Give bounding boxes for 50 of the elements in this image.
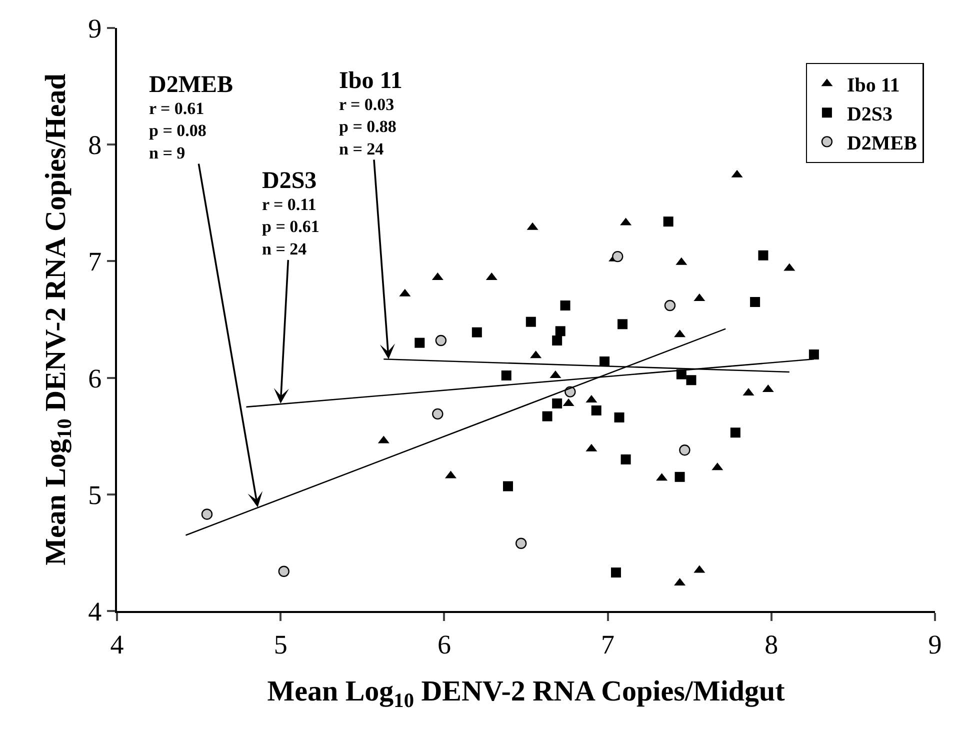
- point: [432, 408, 444, 420]
- annotation: D2MEB r = 0.61 p = 0.08 n = 9: [149, 72, 233, 162]
- y-tick-label: 5: [88, 480, 102, 510]
- annotation: Ibo 11 r = 0.03 p = 0.88 n = 24: [339, 68, 402, 158]
- x-axis-title: Mean Log$_{10}$ DENV-2 RNA Copies/Midgut: [267, 676, 786, 712]
- point: [515, 538, 527, 549]
- x-tick-label: 5: [274, 629, 288, 660]
- point: [542, 411, 552, 422]
- y-tick-label: 9: [88, 13, 102, 44]
- y-tick-label: 6: [88, 363, 102, 394]
- point: [591, 405, 602, 416]
- legend-label: Ibo 11: [846, 74, 900, 96]
- point: [750, 297, 760, 308]
- point: [472, 327, 482, 338]
- point: [614, 412, 624, 422]
- point: [501, 370, 512, 380]
- point: [758, 250, 768, 260]
- point: [686, 375, 696, 386]
- point: [555, 326, 566, 336]
- point: [435, 334, 447, 346]
- point: [503, 481, 513, 492]
- point: [618, 319, 628, 330]
- y-tick-label: 7: [88, 246, 102, 277]
- point: [560, 300, 570, 311]
- point: [674, 472, 685, 482]
- point: [808, 349, 819, 360]
- point: [414, 338, 425, 348]
- point: [620, 454, 631, 464]
- x-tick-label: 9: [928, 629, 942, 660]
- point: [201, 508, 213, 520]
- annotation: D2S3 r = 0.11 p = 0.61 n = 24: [262, 168, 320, 258]
- point: [526, 316, 536, 327]
- point: [552, 398, 562, 408]
- y-tick-label: 8: [88, 130, 102, 160]
- x-tick-label: 4: [110, 629, 124, 660]
- point: [730, 428, 740, 438]
- point: [663, 216, 674, 227]
- x-tick-label: 7: [601, 629, 615, 660]
- point: [679, 444, 690, 456]
- y-tick-label: 4: [88, 596, 102, 626]
- point: [610, 568, 621, 578]
- point: [664, 300, 676, 312]
- legend-label: D2S3: [846, 103, 893, 126]
- legend-label: D2MEB: [846, 132, 917, 154]
- point: [278, 566, 290, 577]
- point: [600, 356, 610, 366]
- x-tick-label: 8: [764, 629, 778, 660]
- point: [552, 335, 562, 346]
- x-tick-label: 6: [437, 629, 451, 660]
- point: [612, 250, 624, 262]
